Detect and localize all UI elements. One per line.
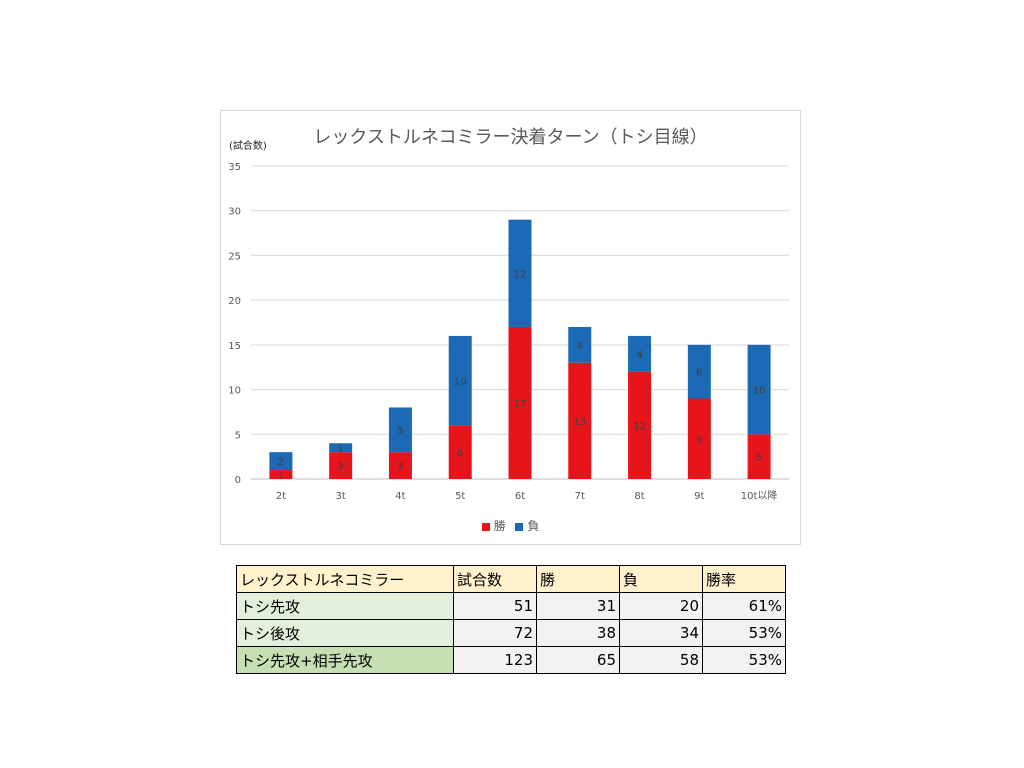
- data-label-win: 3: [397, 462, 403, 473]
- table-row-label: トシ先攻: [236, 592, 454, 620]
- table-cell: 20: [619, 592, 703, 620]
- legend-swatch-win: [481, 522, 490, 531]
- chart-area: レックストルネコミラー決着ターン（トシ目線） (試合数) 0 5 10 15 20 25 3…: [220, 110, 801, 545]
- bar-loss: [747, 344, 771, 435]
- bar-loss: [329, 443, 353, 453]
- y-tick-label: 25: [228, 251, 241, 262]
- table-cell: 61%: [702, 592, 786, 620]
- data-label-win: 5: [756, 453, 762, 464]
- x-tick-label: 7t: [575, 491, 585, 502]
- x-tick-label: 6t: [515, 491, 525, 502]
- bar-loss: [568, 326, 592, 363]
- data-label-loss: 10: [753, 386, 766, 397]
- x-tick-label: 2t: [276, 491, 286, 502]
- bar-win: [329, 452, 353, 479]
- table-row-label: トシ先攻+相手先攻: [236, 646, 454, 674]
- x-tick-label: 3t: [336, 491, 346, 502]
- data-label-win: 17: [514, 399, 527, 410]
- data-label-loss: 12: [514, 269, 527, 280]
- bar-win: [687, 398, 711, 479]
- data-label-loss: 4: [577, 341, 583, 352]
- y-tick-label: 35: [228, 162, 241, 173]
- table-row-label: トシ後攻: [236, 619, 454, 647]
- x-tick-label: 10t以降: [741, 489, 778, 502]
- y-tick-label: 20: [228, 296, 241, 307]
- y-tick-label: 15: [228, 341, 241, 352]
- table-row: トシ先攻 51 31 20 61%: [236, 592, 786, 620]
- bar-win: [269, 470, 293, 479]
- bar-loss: [628, 335, 652, 372]
- table-cell: 38: [536, 619, 620, 647]
- data-label-loss: 5: [397, 426, 403, 437]
- x-tick-label: 8t: [634, 491, 644, 502]
- y-tick-label: 5: [235, 430, 241, 441]
- data-label-loss: 1: [337, 444, 343, 455]
- table-cell: 51: [453, 592, 537, 620]
- data-label-loss: 6: [696, 368, 702, 379]
- table-cell: 123: [453, 646, 537, 674]
- y-axis-unit-label: (試合数): [229, 141, 267, 152]
- table-cell: 34: [619, 619, 703, 647]
- x-tick-label: 9t: [694, 491, 704, 502]
- legend-label-win: 勝: [493, 519, 506, 533]
- table-header-cell: レックストルネコミラー: [236, 565, 454, 593]
- x-tick-label: 5t: [455, 491, 465, 502]
- summary-table: レックストルネコミラー 試合数 勝 負 勝率 トシ先攻 51 31 20 61%…: [236, 565, 786, 674]
- bar-win: [448, 425, 472, 479]
- legend-swatch-loss: [515, 522, 524, 531]
- table-header-cell: 勝: [536, 565, 620, 593]
- data-label-loss: 4: [636, 350, 642, 361]
- legend-item-loss: 負: [515, 517, 539, 534]
- table-cell: 65: [536, 646, 620, 674]
- data-label-win: 6: [457, 448, 463, 459]
- y-tick-label: 30: [228, 207, 241, 218]
- bar-win: [568, 362, 592, 479]
- chart-plot: 05101520253035122t313t354t6105t17126t134…: [228, 162, 789, 502]
- bar-win: [388, 452, 412, 479]
- data-label-win: 12: [633, 421, 646, 432]
- data-label-loss: 10: [454, 377, 467, 388]
- bar-loss: [388, 407, 412, 453]
- chart-title: レックストルネコミラー決着ターン（トシ目線）: [313, 127, 708, 148]
- legend-item-win: 勝: [481, 517, 506, 534]
- table-row: トシ後攻 72 38 34 53%: [236, 619, 786, 647]
- table-cell: 53%: [702, 619, 786, 647]
- table-header-cell: 試合数: [453, 565, 537, 593]
- table-row: トシ先攻+相手先攻 123 65 58 53%: [236, 646, 786, 674]
- bar-loss: [687, 344, 711, 399]
- bar-loss: [508, 219, 532, 327]
- bar-win: [628, 371, 652, 479]
- x-tick-label: 4t: [395, 491, 405, 502]
- bar-loss: [448, 335, 472, 426]
- bar-win: [508, 326, 532, 479]
- bar-win: [747, 434, 771, 479]
- table-header-cell: 負: [619, 565, 703, 593]
- table-cell: 53%: [702, 646, 786, 674]
- data-label-win: 1: [278, 471, 284, 482]
- bar-loss: [269, 452, 293, 471]
- y-tick-label: 10: [228, 386, 241, 397]
- table-header-cell: 勝率: [702, 565, 786, 593]
- data-label-loss: 2: [278, 457, 284, 468]
- data-label-win: 9: [696, 435, 702, 446]
- table-header-row: レックストルネコミラー 試合数 勝 負 勝率: [236, 565, 786, 593]
- data-label-win: 3: [337, 462, 343, 473]
- y-tick-label: 0: [235, 475, 241, 486]
- table-cell: 72: [453, 619, 537, 647]
- data-label-win: 13: [573, 417, 586, 428]
- table-cell: 31: [536, 592, 620, 620]
- table-cell: 58: [619, 646, 703, 674]
- legend-label-loss: 負: [527, 519, 540, 533]
- chart-legend: 勝 負: [221, 517, 800, 534]
